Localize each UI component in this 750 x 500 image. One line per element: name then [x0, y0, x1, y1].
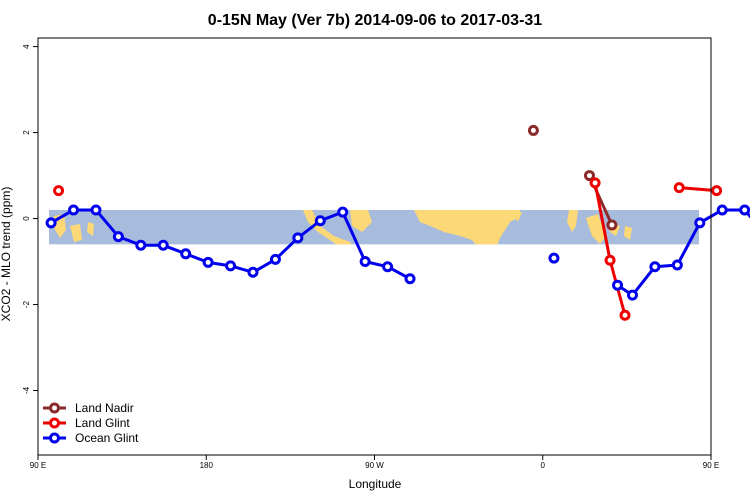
ocean-glint-point: [45, 217, 57, 229]
land-india: [567, 210, 578, 232]
ocean-glint-point: [292, 232, 304, 244]
series-group: [45, 124, 750, 321]
x-axis-label: Longitude: [349, 477, 402, 491]
x-tick-label: 90 E: [30, 461, 46, 470]
land-glint-line: [679, 186, 717, 193]
y-tick-label: -4: [22, 386, 31, 394]
ocean-glint-point: [382, 261, 394, 273]
legend-label: Land Glint: [75, 416, 130, 430]
ocean-glint-point: [649, 261, 661, 273]
legend-swatch-marker: [49, 432, 60, 444]
land-glint-point: [53, 185, 65, 197]
reference-band: [49, 209, 699, 245]
legend-label: Land Nadir: [75, 401, 134, 415]
ocean-glint-point: [157, 239, 169, 251]
y-tick-label: 2: [22, 130, 31, 135]
legend-swatch-marker: [49, 402, 60, 414]
land-nadir-point: [527, 124, 539, 136]
ocean-glint-point: [694, 217, 706, 229]
land-nadir-point: [606, 219, 618, 231]
ocean-glint-point: [548, 252, 560, 264]
y-tick-label: -2: [22, 300, 31, 308]
x-axis: 90 E 180 90 W 0 90 E: [30, 455, 719, 470]
ocean-glint-point: [225, 260, 237, 272]
chart-title: 0-15N May (Ver 7b) 2014-09-06 to 2017-03…: [208, 12, 543, 29]
series-land-nadir: [527, 124, 618, 231]
ocean-glint-point: [671, 259, 683, 271]
ocean-glint-point: [68, 204, 80, 216]
legend-label: Ocean Glint: [75, 431, 139, 445]
land-se-asia-1: [586, 214, 606, 244]
x-tick-label: 180: [200, 461, 214, 470]
ocean-glint-point: [247, 266, 259, 278]
land-central-america: [303, 210, 352, 245]
land-glint-point: [589, 177, 601, 189]
series-ocean-glint: [45, 204, 750, 301]
land-islands-2: [70, 224, 82, 242]
band-land-shapes: [54, 210, 632, 245]
ocean-glint-point: [359, 256, 371, 268]
x-tick-label: 90 E: [703, 461, 719, 470]
ocean-glint-point: [314, 215, 326, 227]
land-nadir-point: [583, 170, 595, 182]
x-tick-label: 90 W: [365, 461, 384, 470]
legend-item-land-nadir: Land Nadir: [43, 401, 134, 415]
ocean-glint-point: [90, 204, 102, 216]
ocean-glint-point: [337, 206, 349, 218]
ocean-glint-point: [269, 253, 281, 265]
ocean-glint-point: [739, 204, 750, 216]
ocean-glint-point: [112, 231, 124, 243]
land-south-america: [350, 210, 372, 232]
ocean-glint-point: [180, 248, 192, 260]
y-axis-label: XCO2 - MLO trend (ppm): [0, 187, 13, 322]
x-tick-label: 0: [541, 461, 546, 470]
y-tick-label: 4: [22, 44, 31, 49]
land-glint-point: [604, 254, 616, 266]
land-glint-point: [711, 185, 723, 197]
ocean-glint-point: [716, 204, 728, 216]
ocean-glint-point: [404, 273, 416, 285]
land-glint-point: [673, 182, 685, 194]
legend-swatch-marker: [49, 417, 60, 429]
land-glint-line: [593, 182, 627, 316]
land-glint-point: [619, 309, 631, 321]
land-africa: [414, 210, 520, 245]
land-islands-3: [87, 222, 94, 236]
legend-item-land-glint: Land Glint: [43, 416, 130, 430]
y-axis: 4 2 0 -2 -4: [22, 44, 38, 394]
ocean-glint-point: [202, 256, 214, 268]
ocean-glint-point: [612, 279, 624, 291]
land-east-africa-tip: [512, 212, 522, 222]
series-land-glint: [53, 177, 723, 321]
land-islands-4: [624, 226, 632, 240]
legend-item-ocean-glint: Ocean Glint: [43, 431, 139, 445]
ocean-glint-point: [626, 289, 638, 301]
ocean-glint-point: [135, 239, 147, 251]
y-tick-label: 0: [22, 216, 31, 221]
